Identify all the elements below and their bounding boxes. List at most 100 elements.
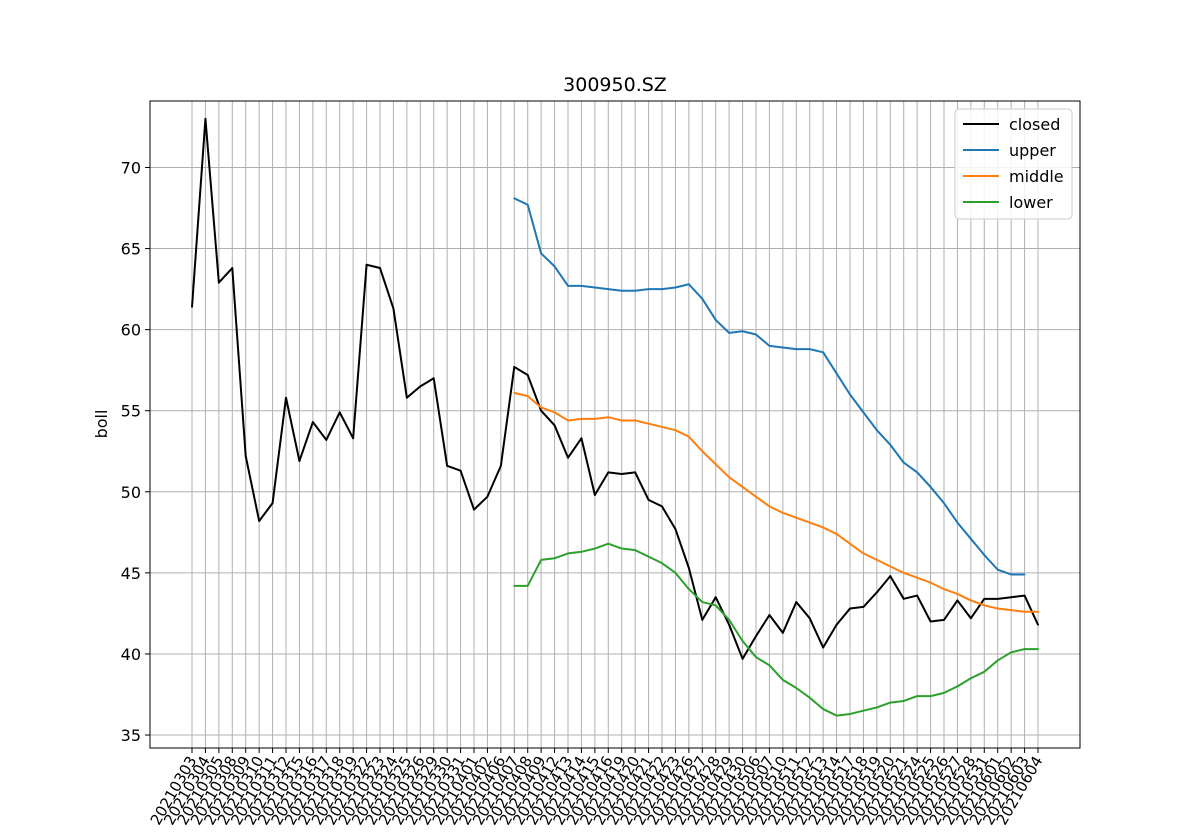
data-point-upper	[634, 289, 637, 292]
data-point-middle	[956, 593, 959, 595]
data-point-middle	[795, 516, 798, 519]
data-point-closed	[969, 617, 972, 620]
legend-label-middle: middle	[1009, 167, 1064, 186]
data-point-upper	[781, 346, 784, 349]
data-point-lower	[526, 584, 529, 587]
data-point-upper	[916, 471, 919, 474]
y-tick-label: 35	[121, 726, 141, 745]
data-point-closed	[983, 597, 986, 600]
data-point-closed	[405, 396, 408, 399]
x-axis-ticks: 2021030320210304202103052021030820210309…	[147, 748, 1046, 828]
data-point-lower	[567, 552, 569, 555]
data-point-lower	[661, 562, 663, 565]
data-point-lower	[741, 640, 744, 642]
data-point-closed	[217, 281, 220, 284]
data-point-lower	[983, 670, 986, 673]
data-point-lower	[943, 691, 945, 694]
data-point-upper	[553, 265, 556, 268]
data-point-upper	[943, 502, 945, 505]
legend: closed upper middle lower	[954, 108, 1073, 220]
data-point-closed	[432, 377, 435, 380]
y-tick-label: 55	[121, 402, 141, 421]
data-point-middle	[849, 542, 851, 545]
data-point-lower	[687, 588, 690, 590]
y-tick-label: 45	[121, 564, 141, 583]
data-point-lower	[1037, 648, 1039, 650]
data-point-closed	[231, 267, 234, 269]
legend-box	[954, 108, 1073, 220]
data-point-upper	[714, 319, 717, 321]
data-point-middle	[835, 533, 838, 535]
data-point-closed	[325, 439, 328, 441]
data-point-closed	[781, 631, 784, 634]
y-tick-label: 40	[121, 645, 141, 664]
data-point-closed	[889, 575, 892, 578]
data-point-upper	[593, 286, 596, 289]
data-point-upper	[862, 411, 865, 414]
data-point-middle	[1010, 609, 1013, 612]
data-point-closed	[1023, 594, 1026, 597]
data-point-upper	[580, 284, 583, 287]
data-point-closed	[513, 366, 516, 368]
grid	[150, 101, 1080, 748]
data-point-closed	[204, 117, 207, 120]
data-point-closed	[916, 594, 919, 597]
data-point-upper	[687, 283, 690, 286]
data-point-lower	[1023, 648, 1026, 650]
data-point-middle	[728, 476, 731, 479]
data-point-upper	[526, 203, 529, 206]
data-point-upper	[795, 348, 798, 350]
data-point-closed	[1037, 623, 1039, 626]
data-point-closed	[687, 567, 690, 569]
data-point-middle	[674, 429, 677, 432]
data-point-upper	[808, 348, 811, 350]
data-point-lower	[634, 549, 637, 552]
data-point-closed	[620, 473, 623, 475]
data-point-lower	[916, 695, 919, 698]
data-point-lower	[1010, 651, 1013, 654]
data-point-upper	[620, 289, 623, 292]
data-point-closed	[862, 606, 865, 608]
data-point-middle	[714, 463, 717, 466]
data-point-lower	[701, 601, 704, 603]
data-point-lower	[929, 695, 932, 698]
data-point-middle	[862, 552, 865, 555]
data-point-middle	[553, 411, 556, 414]
data-point-middle	[808, 521, 811, 524]
series-layer	[191, 117, 1039, 717]
data-point-closed	[244, 455, 247, 458]
plot-frame	[149, 100, 1081, 749]
data-point-closed	[835, 623, 838, 626]
y-tick-label: 70	[121, 158, 141, 177]
data-point-upper	[822, 351, 825, 354]
data-point-upper	[875, 429, 878, 432]
data-point-lower	[540, 558, 543, 561]
data-point-lower	[889, 701, 892, 704]
data-point-middle	[620, 419, 623, 422]
data-point-closed	[271, 502, 274, 505]
legend-label-lower: lower	[1009, 193, 1053, 212]
data-point-upper	[1023, 573, 1026, 576]
chart-title: 300950.SZ	[563, 74, 667, 96]
y-tick-label: 60	[121, 321, 141, 340]
data-point-closed	[661, 505, 663, 508]
data-point-closed	[647, 499, 650, 501]
data-point-lower	[849, 713, 851, 715]
data-point-closed	[580, 437, 583, 440]
data-point-upper	[701, 297, 704, 300]
data-point-middle	[996, 607, 999, 610]
data-point-upper	[902, 461, 905, 464]
data-point-middle	[1023, 610, 1026, 613]
data-point-closed	[352, 437, 355, 440]
data-point-closed	[419, 385, 422, 388]
data-point-lower	[781, 678, 784, 681]
data-point-closed	[634, 471, 637, 474]
data-point-lower	[674, 571, 677, 574]
data-point-closed	[714, 596, 717, 599]
data-point-middle	[607, 416, 610, 419]
data-point-middle	[741, 486, 744, 488]
data-point-upper	[889, 443, 892, 446]
data-point-upper	[513, 197, 516, 200]
data-point-closed	[875, 591, 878, 594]
data-point-lower	[996, 659, 999, 662]
